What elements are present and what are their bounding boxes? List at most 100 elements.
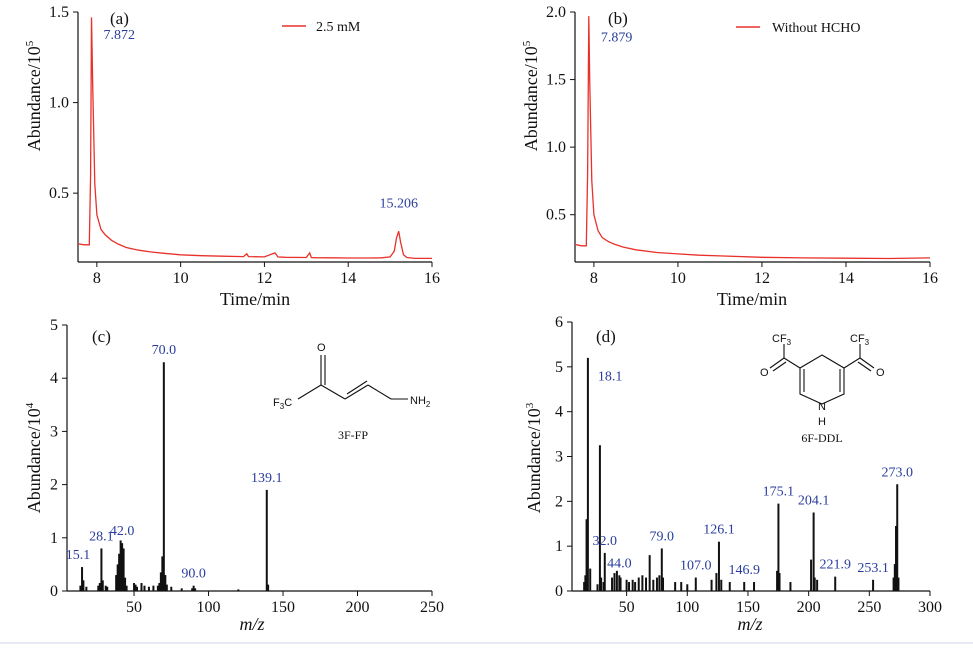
x-tick-label: 16 bbox=[922, 270, 938, 287]
panel-d-structure-6f-ddl: CF3 CF3 O O N H 6F-DDL bbox=[760, 333, 885, 445]
panel-d-structure-right-oxygen: O bbox=[876, 367, 885, 379]
panel-d-peak-labels: 18.1 32.0 44.0 79.0 107.0 126.1 146.9 175.1204.… bbox=[593, 369, 913, 578]
y-tick-label: 1.5 bbox=[49, 4, 69, 21]
x-tick-label: 50 bbox=[126, 599, 142, 616]
panel-b-y-ticks: 0.5 1.0 1.5 2.0 bbox=[546, 4, 575, 224]
peak-label: 18.1 bbox=[598, 369, 623, 384]
panel-d-ylabel-text: Abundance/10 bbox=[524, 408, 544, 513]
panel-d-structure-right-cf: CF bbox=[850, 333, 865, 345]
panel-a-peak-labels: 7.872 15.206 bbox=[103, 28, 417, 211]
panel-c-ylabel: Abundance/104 bbox=[24, 402, 44, 513]
x-tick-label: 12 bbox=[754, 270, 770, 287]
y-tick-label: 4 bbox=[555, 404, 563, 421]
y-tick-label: 0 bbox=[50, 583, 58, 600]
x-tick-label: 200 bbox=[346, 599, 370, 616]
panel-d-peaks bbox=[583, 357, 900, 591]
y-tick-label: 6 bbox=[555, 314, 563, 331]
panel-c-structure-oxygen: O bbox=[317, 342, 326, 354]
peak-label: 90.0 bbox=[181, 567, 206, 582]
peak-label: 28.1 bbox=[89, 529, 114, 544]
panel-d-x-ticks: 50 100 150 200 250 300 bbox=[619, 591, 942, 616]
panel-b-ylabel-exp: 5 bbox=[521, 40, 533, 46]
y-tick-label: 2 bbox=[50, 477, 58, 494]
panel-c-structure-cf3-sub: 3 bbox=[280, 402, 285, 411]
panel-d-structure-name: 6F-DDL bbox=[801, 431, 842, 445]
panel-d-structure-left-sub: 3 bbox=[787, 338, 792, 347]
panel-c-xlabel: m/z bbox=[239, 614, 264, 634]
panel-d-structure-right-cf3: CF3 bbox=[850, 333, 870, 347]
panel-a-y-ticks: 0.5 1.0 1.5 bbox=[49, 4, 78, 202]
panel-c-ylabel-text: Abundance/10 bbox=[24, 408, 44, 513]
panel-b-legend: Without HCHO bbox=[736, 21, 861, 36]
panel-d-mass-spectrum: 50 100 150 200 250 300 0 1 2 3 4 5 6 18.1 32.0 44.0 79… bbox=[524, 314, 942, 634]
panel-c-mass-spectrum: 50 100 150 200 250 0 1 2 3 4 5 15.1 28.142.0 70.0 90… bbox=[24, 317, 444, 634]
panel-b-ylabel-text: Abundance/10 bbox=[521, 46, 541, 151]
panel-d-ylabel: Abundance/103 bbox=[524, 402, 544, 513]
peak-label: 175.1 bbox=[763, 485, 795, 500]
x-tick-label: 50 bbox=[619, 599, 635, 616]
peak-label: 32.0 bbox=[593, 534, 618, 549]
peak-label: 273.0 bbox=[881, 465, 913, 480]
panel-a-ylabel-exp: 5 bbox=[24, 40, 36, 46]
panel-c-structure-bonds bbox=[297, 355, 408, 400]
x-tick-label: 250 bbox=[420, 599, 444, 616]
panel-c-y-ticks: 0 1 2 3 4 5 bbox=[50, 317, 67, 600]
panel-d-structure-left-oxygen: O bbox=[760, 367, 769, 379]
y-tick-label: 0 bbox=[555, 583, 563, 600]
y-tick-label: 1 bbox=[555, 538, 563, 555]
panel-c-structure-name: 3F-FP bbox=[338, 428, 368, 442]
peak-label: 15.206 bbox=[379, 197, 418, 212]
panel-c-structure-amine-sub: 2 bbox=[426, 400, 431, 409]
peak-label: 126.1 bbox=[703, 523, 735, 538]
panel-b-label: (b) bbox=[608, 9, 628, 28]
panel-a-ylabel: Abundance/105 bbox=[24, 40, 44, 151]
panel-c-x-ticks: 50 100 150 200 250 bbox=[126, 591, 444, 616]
x-tick-label: 100 bbox=[197, 599, 221, 616]
panel-d-structure-hydrogen: H bbox=[818, 416, 826, 428]
x-tick-label: 14 bbox=[838, 270, 854, 287]
y-tick-label: 2.0 bbox=[546, 4, 566, 21]
panel-c-structure-cf3-c: C bbox=[284, 397, 292, 409]
panel-b-legend-text: Without HCHO bbox=[772, 21, 861, 36]
peak-label: 7.879 bbox=[601, 31, 633, 46]
panel-b-ylabel: Abundance/105 bbox=[521, 40, 541, 151]
panel-c-peak-labels: 15.1 28.142.0 70.0 90.0 139.1 bbox=[66, 343, 283, 581]
y-tick-label: 1.0 bbox=[49, 95, 69, 112]
panel-a-series-line bbox=[77, 17, 432, 260]
peak-label: 15.1 bbox=[66, 548, 91, 563]
peak-label: 44.0 bbox=[607, 556, 632, 571]
y-tick-label: 1 bbox=[50, 530, 58, 547]
panel-a-legend-text: 2.5 mM bbox=[316, 20, 361, 35]
panel-b-axes bbox=[574, 12, 930, 263]
x-tick-label: 300 bbox=[918, 599, 942, 616]
y-tick-label: 3 bbox=[555, 449, 563, 466]
y-tick-label: 1.0 bbox=[546, 139, 566, 156]
panel-d-structure-right-sub: 3 bbox=[865, 338, 870, 347]
panel-d-structure-left-cf3: CF3 bbox=[772, 333, 792, 347]
panel-d-xlabel: m/z bbox=[737, 614, 762, 634]
panel-c-ylabel-exp: 4 bbox=[24, 402, 36, 408]
y-tick-label: 0.5 bbox=[546, 207, 566, 224]
panel-d-axes bbox=[571, 322, 930, 592]
panel-d-structure-nitrogen: N bbox=[818, 401, 826, 413]
peak-label: 42.0 bbox=[110, 524, 135, 539]
x-tick-label: 14 bbox=[340, 270, 356, 287]
x-tick-label: 100 bbox=[675, 599, 699, 616]
peak-label: 253.1 bbox=[857, 561, 889, 576]
panel-b-chromatogram: 8 10 12 14 16 0.5 1.0 1.5 2.0 7.879 (b) Without… bbox=[521, 4, 938, 309]
peak-label: 204.1 bbox=[798, 494, 830, 509]
x-tick-label: 150 bbox=[736, 599, 760, 616]
peak-label: 70.0 bbox=[152, 343, 177, 358]
panel-a-ylabel-text: Abundance/10 bbox=[24, 46, 44, 151]
peak-label: 107.0 bbox=[680, 559, 712, 574]
panel-c-structure-amine: NH2 bbox=[410, 395, 431, 409]
x-tick-label: 8 bbox=[590, 270, 598, 287]
y-tick-label: 5 bbox=[50, 317, 58, 334]
x-tick-label: 8 bbox=[93, 270, 101, 287]
panel-c-structure-cf3: F3C bbox=[273, 397, 292, 411]
panel-c-axes bbox=[66, 325, 432, 592]
y-tick-label: 3 bbox=[50, 423, 58, 440]
panel-c-structure-amine-nh: NH bbox=[410, 395, 426, 407]
x-tick-label: 150 bbox=[271, 599, 295, 616]
